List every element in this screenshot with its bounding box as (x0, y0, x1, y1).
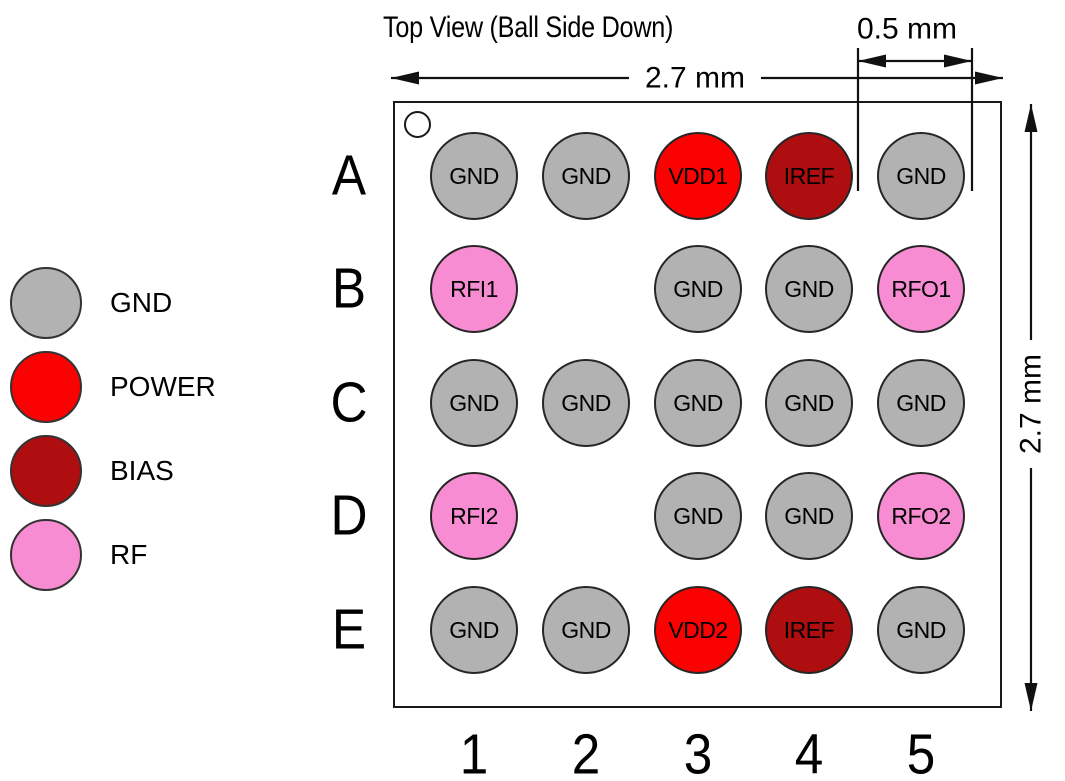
ball-B4: GND (765, 245, 853, 333)
legend-item-gnd: GND (10, 267, 216, 339)
pitch-dimension-label: 0.5 mm (856, 12, 958, 46)
ball-C3: GND (654, 359, 742, 447)
legend-swatch-gnd (10, 267, 82, 339)
legend-item-rf: RF (10, 519, 216, 591)
legend-item-power: POWER (10, 351, 216, 423)
ball-A5: GND (877, 132, 965, 220)
column-label-4: 4 (794, 722, 824, 781)
ball-D1: RFI2 (430, 472, 518, 560)
row-label-C: C (330, 370, 368, 435)
ball-E3: VDD2 (654, 586, 742, 674)
row-label-E: E (331, 597, 367, 662)
ball-C5: GND (877, 359, 965, 447)
ball-D3: GND (654, 472, 742, 560)
row-label-A: A (331, 143, 367, 208)
legend-swatch-bias (10, 435, 82, 507)
ball-E5: GND (877, 586, 965, 674)
ball-B5: RFO1 (877, 245, 965, 333)
column-label-2: 2 (571, 722, 601, 781)
ball-A2: GND (542, 132, 630, 220)
legend-swatch-rf (10, 519, 82, 591)
ball-C1: GND (430, 359, 518, 447)
ball-A3: VDD1 (654, 132, 742, 220)
column-label-5: 5 (906, 722, 936, 781)
ball-D4: GND (765, 472, 853, 560)
pin1-indicator-icon (404, 111, 431, 138)
ball-A4: IREF (765, 132, 853, 220)
ball-E2: GND (542, 586, 630, 674)
row-label-B: B (331, 256, 367, 321)
legend-label-rf: RF (110, 539, 148, 570)
ball-E4: IREF (765, 586, 853, 674)
ball-A1: GND (430, 132, 518, 220)
ball-B1: RFI1 (430, 245, 518, 333)
legend: GND POWER BIAS RF (10, 267, 216, 591)
ball-C4: GND (765, 359, 853, 447)
row-label-D: D (330, 483, 368, 548)
column-label-3: 3 (683, 722, 713, 781)
ball-C2: GND (542, 359, 630, 447)
ball-D5: RFO2 (877, 472, 965, 560)
legend-label-gnd: GND (110, 287, 173, 318)
legend-swatch-power (10, 351, 82, 423)
column-label-1: 1 (459, 722, 489, 781)
width-dimension-label: 2.7 mm (628, 61, 762, 95)
legend-item-bias: BIAS (10, 435, 216, 507)
diagram-title: Top View (Ball Side Down) (383, 11, 674, 44)
ball-B3: GND (654, 245, 742, 333)
legend-label-power: POWER (110, 371, 216, 402)
legend-label-bias: BIAS (110, 455, 174, 486)
height-dimension-label: 2.7 mm (1014, 339, 1048, 469)
ball-E1: GND (430, 586, 518, 674)
